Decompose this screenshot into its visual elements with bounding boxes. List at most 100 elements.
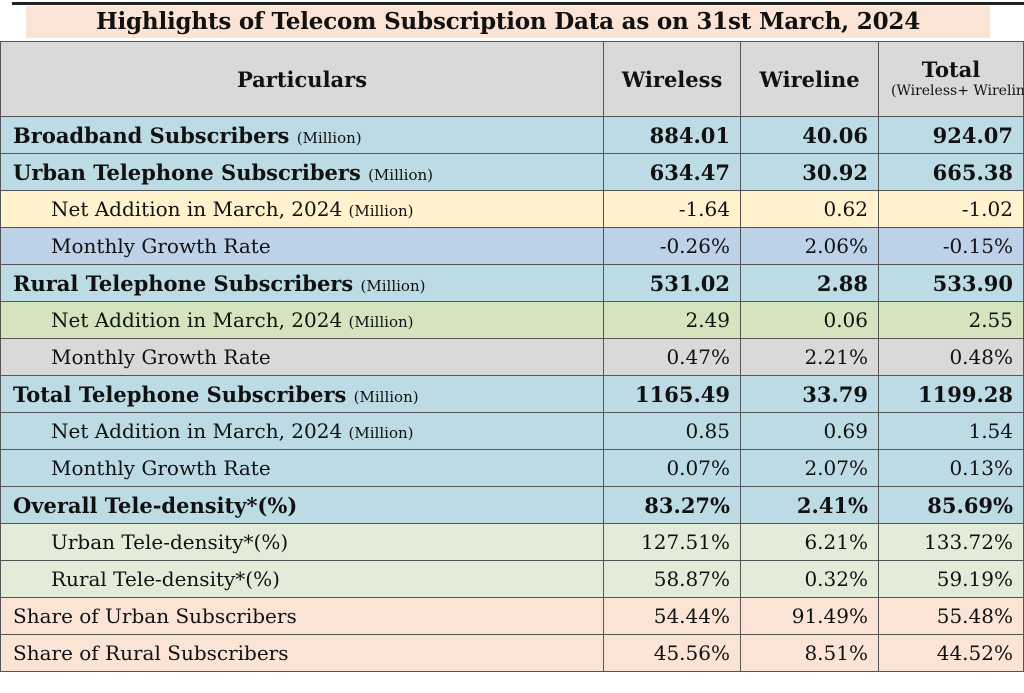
table-row: Broadband Subscribers (Million) 884.01 40.… bbox=[0, 116, 1024, 154]
table-row: Monthly Growth Rate -0.26% 2.06% -0.15% bbox=[0, 227, 1024, 265]
cell-wireless: 2.49 bbox=[603, 301, 741, 339]
cell-wireline: 2.06% bbox=[740, 227, 879, 265]
row-label-text: Share of Rural Subscribers bbox=[13, 641, 289, 665]
row-label-text: Monthly Growth Rate bbox=[51, 345, 271, 369]
cell-total: 1199.28 bbox=[878, 375, 1024, 413]
row-label-text: Overall Tele-density*(%) bbox=[13, 492, 298, 518]
cell-total: -0.15% bbox=[878, 227, 1024, 265]
row-label-text: Monthly Growth Rate bbox=[51, 234, 271, 258]
top-rule bbox=[12, 2, 1024, 5]
header-total: Total (Wireless+ Wireline) bbox=[878, 41, 1024, 117]
cell-wireless: 0.47% bbox=[603, 338, 741, 376]
cell-total: 44.52% bbox=[878, 634, 1024, 672]
row-unit: (Million) bbox=[348, 424, 414, 442]
row-label-text: Broadband Subscribers bbox=[13, 122, 290, 148]
cell-wireless: 634.47 bbox=[603, 153, 741, 191]
row-label: Monthly Growth Rate bbox=[0, 449, 604, 487]
table-row: Rural Tele-density*(%) 58.87% 0.32% 59.19% bbox=[0, 560, 1024, 598]
table-row: Rural Telephone Subscribers (Million) 531… bbox=[0, 264, 1024, 302]
cell-wireless: -0.26% bbox=[603, 227, 741, 265]
row-label-text: Urban Telephone Subscribers bbox=[13, 159, 361, 185]
table-row: Urban Tele-density*(%) 127.51% 6.21% 133.72… bbox=[0, 523, 1024, 561]
cell-wireless: 531.02 bbox=[603, 264, 741, 302]
cell-total: 924.07 bbox=[878, 116, 1024, 154]
row-label: Rural Telephone Subscribers (Million) bbox=[0, 264, 604, 302]
cell-wireless: 0.85 bbox=[603, 412, 741, 450]
cell-wireless: 83.27% bbox=[603, 486, 741, 524]
cell-wireline: 2.07% bbox=[740, 449, 879, 487]
cell-wireline: 0.69 bbox=[740, 412, 879, 450]
row-label: Share of Rural Subscribers bbox=[0, 634, 604, 672]
cell-wireline: 2.21% bbox=[740, 338, 879, 376]
cell-wireless: 0.07% bbox=[603, 449, 741, 487]
table-row: Net Addition in March, 2024 (Million) 2.4… bbox=[0, 301, 1024, 339]
row-label: Total Telephone Subscribers (Million) bbox=[0, 375, 604, 413]
row-label: Overall Tele-density*(%) bbox=[0, 486, 604, 524]
row-unit: (Million) bbox=[348, 202, 414, 220]
header-wireline: Wireline bbox=[740, 41, 879, 117]
table-row: Share of Rural Subscribers 45.56% 8.51% 44.… bbox=[0, 634, 1024, 672]
header-row: Particulars Wireless Wireline Total (Wir… bbox=[0, 41, 1024, 117]
cell-wireless: 1165.49 bbox=[603, 375, 741, 413]
cell-wireline: 40.06 bbox=[740, 116, 879, 154]
row-unit: (Million) bbox=[353, 387, 419, 406]
cell-wireless: 58.87% bbox=[603, 560, 741, 598]
row-label: Rural Tele-density*(%) bbox=[0, 560, 604, 598]
row-unit: (Million) bbox=[348, 313, 414, 331]
header-total-sub: (Wireless+ Wireline) bbox=[891, 83, 1024, 99]
row-unit: (Million) bbox=[296, 128, 362, 147]
row-label: Net Addition in March, 2024 (Million) bbox=[0, 301, 604, 339]
telecom-data-table: Particulars Wireless Wireline Total (Wir… bbox=[0, 41, 1024, 672]
cell-total: 0.13% bbox=[878, 449, 1024, 487]
cell-total: 1.54 bbox=[878, 412, 1024, 450]
cell-total: 2.55 bbox=[878, 301, 1024, 339]
cell-wireline: 8.51% bbox=[740, 634, 879, 672]
cell-total: 665.38 bbox=[878, 153, 1024, 191]
cell-wireline: 33.79 bbox=[740, 375, 879, 413]
cell-wireline: 2.88 bbox=[740, 264, 879, 302]
row-label-text: Urban Tele-density*(%) bbox=[51, 530, 289, 554]
row-label: Monthly Growth Rate bbox=[0, 227, 604, 265]
cell-wireless: -1.64 bbox=[603, 190, 741, 228]
row-label-text: Net Addition in March, 2024 bbox=[51, 308, 343, 332]
cell-total: 85.69% bbox=[878, 486, 1024, 524]
table-row: Overall Tele-density*(%) 83.27% 2.41% 85.69… bbox=[0, 486, 1024, 524]
table-row: Monthly Growth Rate 0.07% 2.07% 0.13% bbox=[0, 449, 1024, 487]
row-unit: (Million) bbox=[368, 165, 434, 184]
cell-wireline: 6.21% bbox=[740, 523, 879, 561]
cell-total: -1.02 bbox=[878, 190, 1024, 228]
cell-wireline: 0.06 bbox=[740, 301, 879, 339]
header-particulars: Particulars bbox=[0, 41, 604, 117]
page-title: Highlights of Telecom Subscription Data … bbox=[26, 6, 990, 38]
header-wireless: Wireless bbox=[603, 41, 741, 117]
cell-wireline: 30.92 bbox=[740, 153, 879, 191]
cell-wireless: 127.51% bbox=[603, 523, 741, 561]
row-label: Urban Telephone Subscribers (Million) bbox=[0, 153, 604, 191]
cell-wireline: 0.32% bbox=[740, 560, 879, 598]
table-row: Urban Telephone Subscribers (Million) 634… bbox=[0, 153, 1024, 191]
row-label-text: Monthly Growth Rate bbox=[51, 456, 271, 480]
cell-total: 533.90 bbox=[878, 264, 1024, 302]
row-label-text: Net Addition in March, 2024 bbox=[51, 197, 343, 221]
cell-total: 133.72% bbox=[878, 523, 1024, 561]
table-row: Net Addition in March, 2024 (Million) -1.… bbox=[0, 190, 1024, 228]
row-label: Share of Urban Subscribers bbox=[0, 597, 604, 635]
cell-total: 59.19% bbox=[878, 560, 1024, 598]
cell-wireless: 884.01 bbox=[603, 116, 741, 154]
table-row: Monthly Growth Rate 0.47% 2.21% 0.48% bbox=[0, 338, 1024, 376]
cell-wireline: 91.49% bbox=[740, 597, 879, 635]
table-row: Total Telephone Subscribers (Million) 116… bbox=[0, 375, 1024, 413]
table-row: Net Addition in March, 2024 (Million) 0.8… bbox=[0, 412, 1024, 450]
row-label: Net Addition in March, 2024 (Million) bbox=[0, 190, 604, 228]
row-label: Monthly Growth Rate bbox=[0, 338, 604, 376]
cell-wireline: 2.41% bbox=[740, 486, 879, 524]
row-label: Net Addition in March, 2024 (Million) bbox=[0, 412, 604, 450]
cell-wireless: 54.44% bbox=[603, 597, 741, 635]
cell-wireline: 0.62 bbox=[740, 190, 879, 228]
row-label: Broadband Subscribers (Million) bbox=[0, 116, 604, 154]
cell-wireless: 45.56% bbox=[603, 634, 741, 672]
row-label: Urban Tele-density*(%) bbox=[0, 523, 604, 561]
row-label-text: Net Addition in March, 2024 bbox=[51, 419, 343, 443]
row-label-text: Rural Telephone Subscribers bbox=[13, 270, 354, 296]
row-label-text: Rural Tele-density*(%) bbox=[51, 567, 280, 591]
